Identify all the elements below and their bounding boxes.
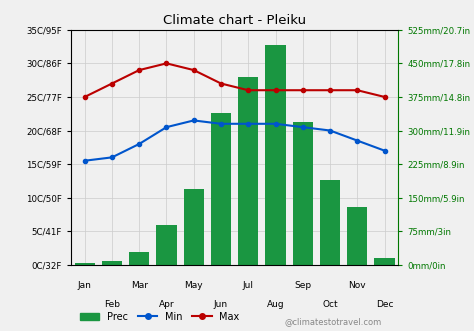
Bar <box>238 77 258 265</box>
Text: Jul: Jul <box>243 281 254 290</box>
Text: Nov: Nov <box>348 281 366 290</box>
Bar <box>265 45 286 265</box>
Text: Feb: Feb <box>104 300 120 309</box>
Text: Oct: Oct <box>322 300 338 309</box>
Text: Jan: Jan <box>78 281 91 290</box>
Text: Aug: Aug <box>267 300 284 309</box>
Bar <box>156 225 177 265</box>
Bar <box>102 261 122 265</box>
Text: Dec: Dec <box>376 300 393 309</box>
Bar <box>292 121 313 265</box>
Text: Mar: Mar <box>131 281 148 290</box>
Title: Climate chart - Pleiku: Climate chart - Pleiku <box>163 14 306 27</box>
Text: May: May <box>184 281 203 290</box>
Text: Jun: Jun <box>214 300 228 309</box>
Bar <box>320 180 340 265</box>
Bar <box>129 252 149 265</box>
Bar <box>374 258 395 265</box>
Bar <box>211 113 231 265</box>
Text: Apr: Apr <box>159 300 174 309</box>
Text: @climatestotravel.com: @climatestotravel.com <box>284 317 382 326</box>
Legend: Prec, Min, Max: Prec, Min, Max <box>76 308 244 326</box>
Bar <box>347 207 367 265</box>
Bar <box>74 263 95 265</box>
Bar <box>183 189 204 265</box>
Text: Sep: Sep <box>294 281 311 290</box>
